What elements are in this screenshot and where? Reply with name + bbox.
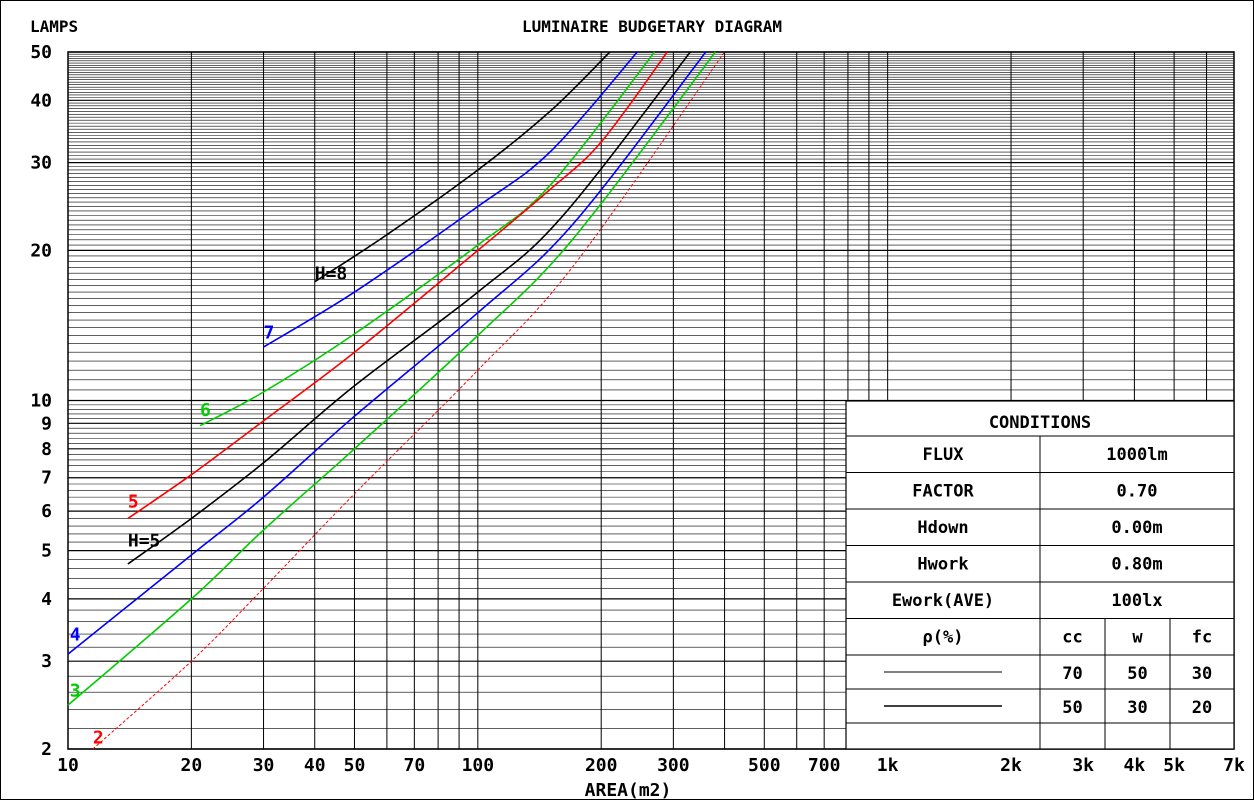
y-tick-label: 3: [41, 651, 52, 672]
x-tick-label: 5k: [1163, 755, 1185, 776]
series-curve: [67, 51, 717, 706]
x-tick-label: 1k: [877, 755, 899, 776]
condition-value: 1000lm: [1106, 445, 1167, 465]
condition-label: Ework(AVE): [892, 591, 994, 611]
series-label: 3: [70, 680, 81, 701]
rho-label: ρ(%): [923, 628, 964, 648]
condition-value: 100lx: [1111, 591, 1162, 611]
series-label: H=8: [315, 263, 348, 284]
x-tick-label: 500: [748, 755, 781, 776]
x-tick-label: 2k: [1000, 755, 1022, 776]
series-label: 2: [93, 728, 104, 749]
y-tick-label: 9: [41, 413, 52, 434]
x-tick-label: 7k: [1223, 755, 1245, 776]
x-tick-label: 10: [57, 755, 79, 776]
series-curve: [92, 51, 726, 750]
x-tick-label: 50: [344, 755, 366, 776]
conditions-panel: CONDITIONS FLUX 1000lm FACTOR 0.70 Hdown 0.00m…: [845, 400, 1235, 750]
x-axis-label: AREA(m2): [585, 780, 672, 800]
x-tick-label: 100: [462, 755, 495, 776]
condition-value: 0.70: [1117, 482, 1158, 502]
chart-title: LUMINAIRE BUDGETARY DIAGRAM: [522, 17, 782, 36]
rho-value: 30: [1127, 698, 1147, 718]
y-tick-label: 7: [41, 468, 52, 489]
condition-value: 0.00m: [1111, 518, 1162, 538]
condition-value: 0.80m: [1111, 555, 1162, 575]
y-tick-label: 5: [41, 541, 52, 562]
y-tick-label: 30: [30, 153, 52, 174]
series-labels: H=8 7 6 5 H=5 4 3 2: [70, 263, 347, 748]
condition-label: Hdown: [917, 518, 968, 538]
x-tick-label: 3k: [1072, 755, 1094, 776]
y-tick-label: 10: [30, 391, 52, 412]
rho-value: 70: [1062, 664, 1082, 684]
y-tick-label: 2: [41, 739, 52, 760]
rho-header: cc: [1062, 628, 1082, 648]
y-axis-label: LAMPS: [30, 17, 78, 36]
conditions-title: CONDITIONS: [989, 413, 1091, 433]
y-tick-label: 50: [30, 42, 52, 63]
x-tick-label: 30: [253, 755, 275, 776]
x-tick-labels: 10 20 30 40 50 70 100 200 300 500 700 1k 2k 3k 4k 5k 7k: [57, 755, 1245, 776]
condition-label: FACTOR: [912, 482, 974, 502]
x-tick-label: 700: [808, 755, 841, 776]
series-curves: [67, 51, 726, 750]
x-tick-label: 4k: [1124, 755, 1146, 776]
x-tick-label: 200: [585, 755, 618, 776]
y-tick-label: 4: [41, 589, 52, 610]
y-tick-labels: 2 3 4 5 6 7 8 910 20 30 40 50: [30, 42, 52, 760]
condition-label: Hwork: [917, 555, 968, 575]
x-tick-label: 70: [404, 755, 426, 776]
rho-value: 50: [1127, 664, 1147, 684]
x-tick-label: 300: [657, 755, 690, 776]
series-curve: [127, 51, 668, 520]
series-curve: [199, 51, 656, 427]
series-curve: [67, 51, 707, 655]
rho-value: 20: [1192, 698, 1212, 718]
series-curve: [263, 51, 638, 348]
y-tick-label: 40: [30, 90, 52, 111]
y-tick-label: 8: [41, 439, 52, 460]
series-curve: [314, 51, 611, 283]
x-tick-label: 40: [304, 755, 326, 776]
y-tick-label: 6: [41, 501, 52, 522]
rho-value: 50: [1062, 698, 1082, 718]
series-label: 7: [264, 323, 275, 344]
series-curve: [127, 51, 691, 565]
series-label: 5: [128, 492, 139, 513]
x-tick-label: 20: [181, 755, 203, 776]
rho-header: fc: [1192, 628, 1212, 648]
series-label: 6: [200, 400, 211, 421]
y-tick-label: 20: [30, 240, 52, 261]
rho-value: 30: [1192, 664, 1212, 684]
series-label: H=5: [128, 530, 161, 551]
condition-label: FLUX: [923, 445, 965, 465]
series-label: 4: [70, 625, 81, 646]
rho-header: w: [1132, 628, 1143, 648]
